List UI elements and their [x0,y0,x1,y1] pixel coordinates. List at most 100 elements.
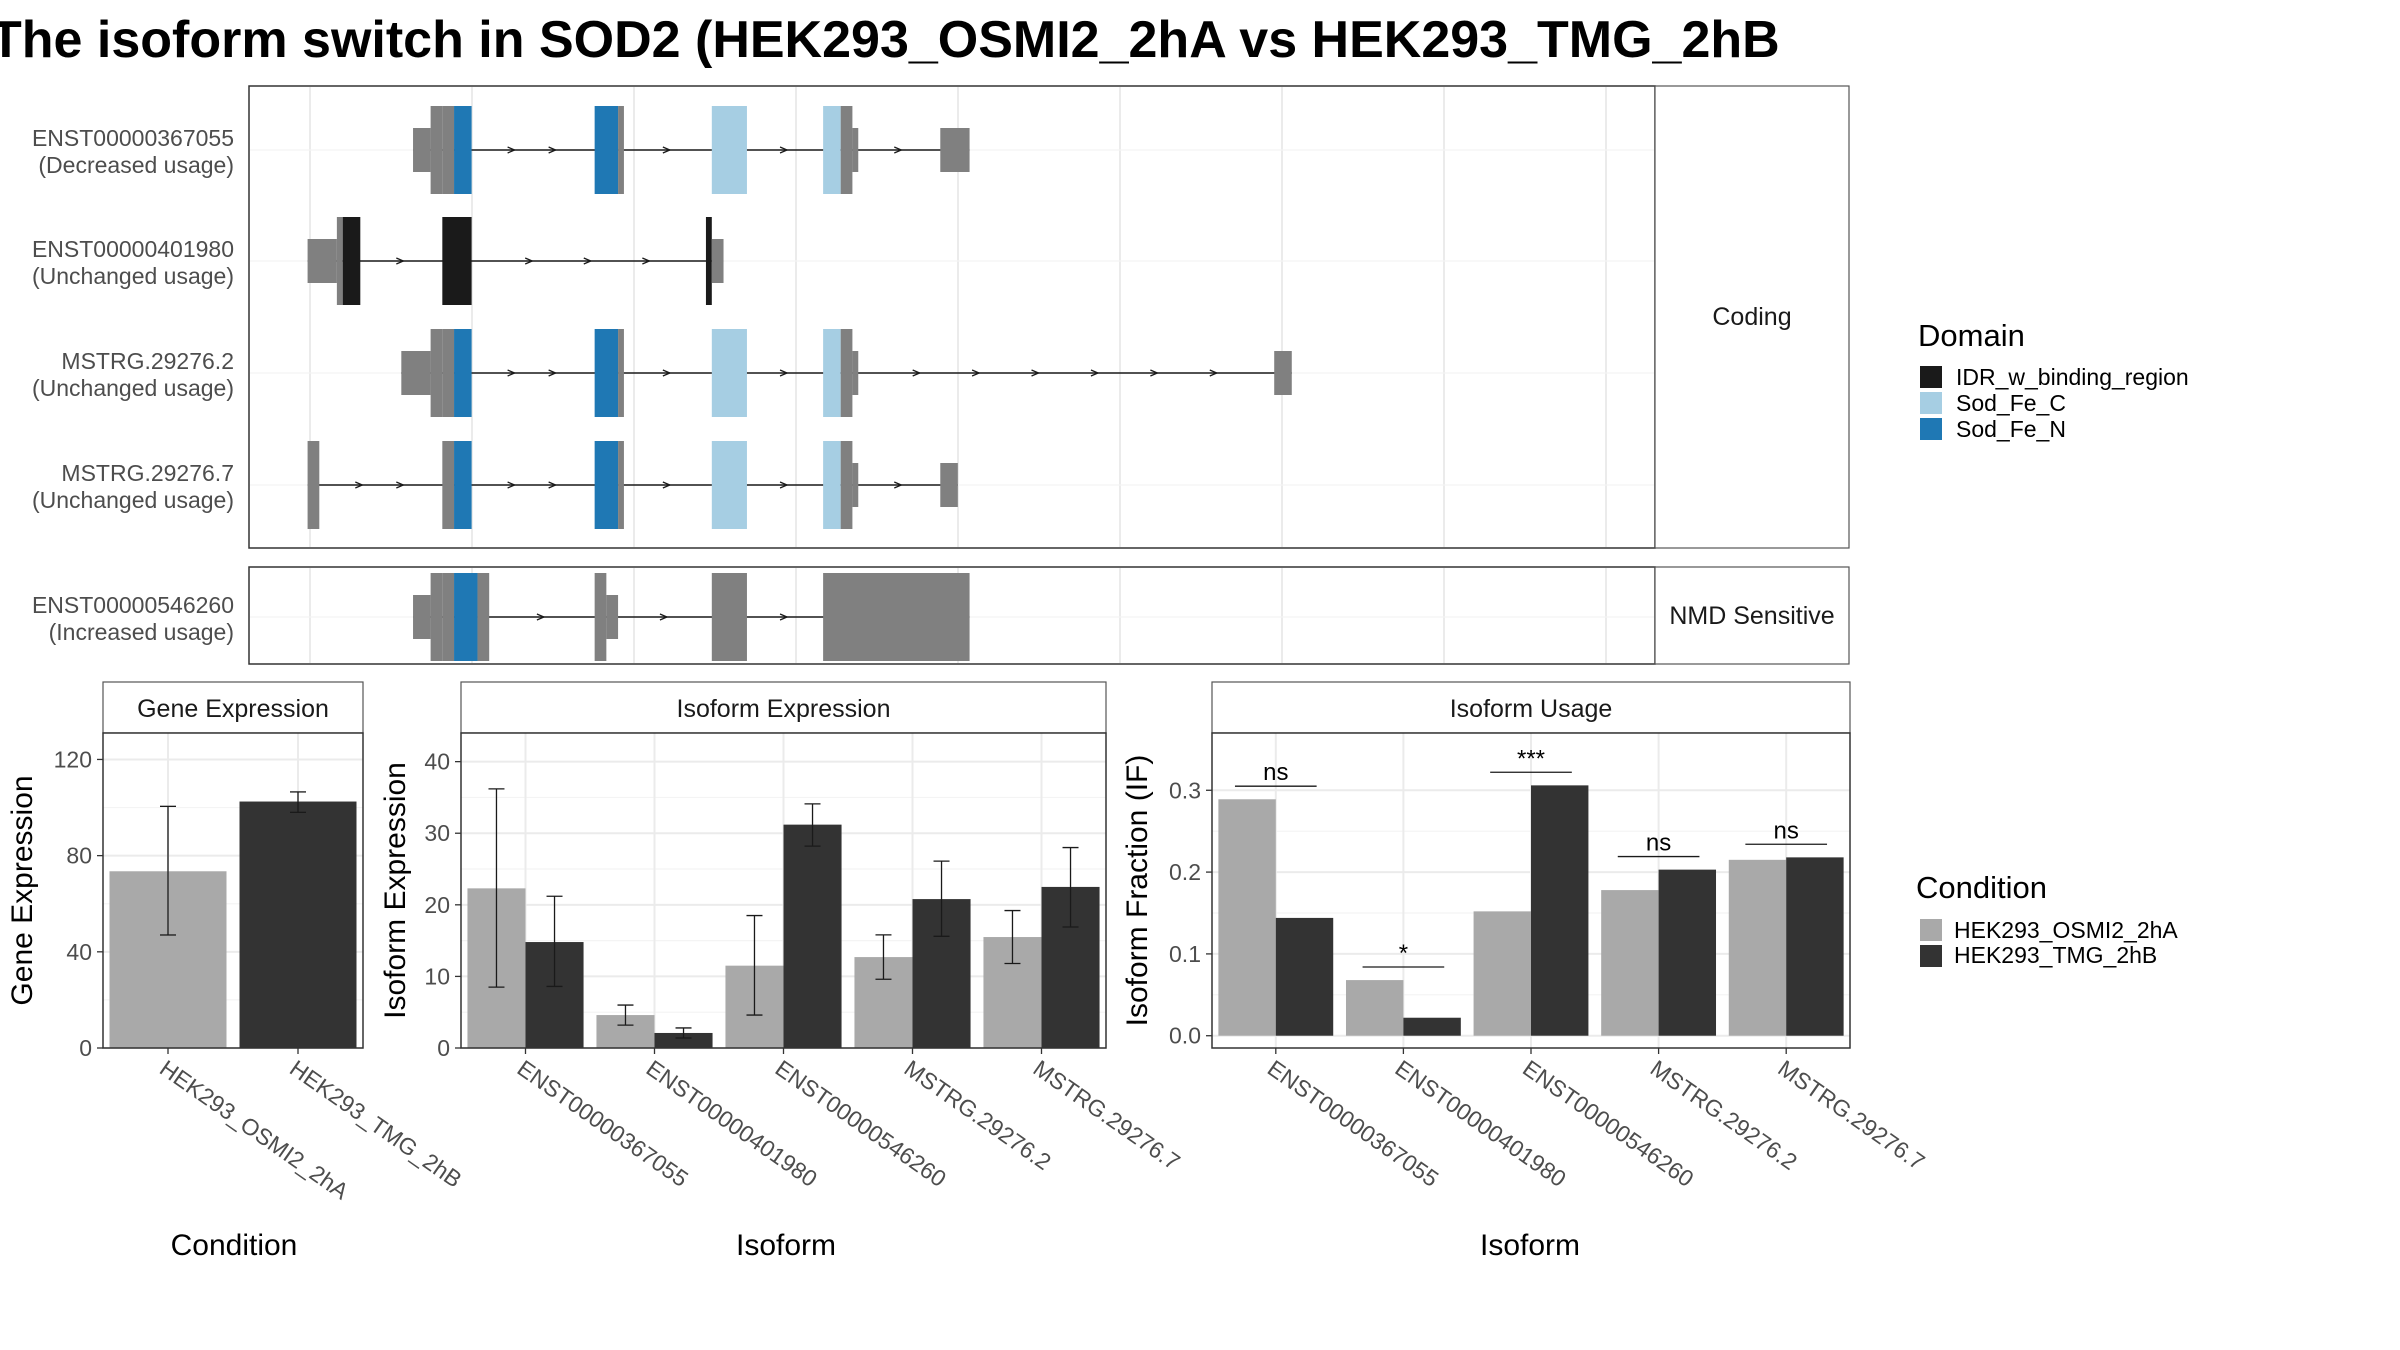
exon-block [430,329,443,417]
transcript-usage-label: (Unchanged usage) [32,487,234,513]
exon-block [442,573,455,661]
significance-label: *** [1517,745,1545,772]
domain-block-sod_fe_n [454,573,478,661]
y-tick-label: 0.0 [1169,1023,1201,1049]
intron-arrow [507,146,517,154]
y-axis-title: Isoform Expression [379,762,412,1019]
exon-block [852,463,859,507]
x-axis-title: Isoform [1480,1229,1580,1262]
y-tick-label: 0.2 [1169,859,1201,885]
intron-arrow [1150,369,1160,377]
chart-strip-title: Isoform Expression [677,695,891,723]
coding-strip-label: Coding [1712,303,1791,331]
intron-arrow [642,257,652,265]
intron-arrow [971,369,981,377]
condition-legend: Condition HEK293_OSMI2_2hA HEK293_TMG_2h… [1916,870,2178,968]
transcript-usage-label: (Decreased usage) [38,152,234,178]
transcript-id-label: ENST00000401980 [32,236,234,262]
intron-arrow [779,481,789,489]
significance-label: ns [1774,817,1799,844]
figure-title: The isoform switch in SOD2 (HEK293_OSMI2… [0,11,1780,69]
intron-arrow [662,146,672,154]
intron-arrow [507,369,517,377]
y-tick-label: 0.3 [1169,777,1201,803]
exon-block [711,239,724,283]
nmd-strip-label: NMD Sensitive [1669,602,1834,630]
transcript-usage-label: (Unchanged usage) [32,263,234,289]
chart-strip-title: Gene Expression [137,695,329,723]
transcript-id-label: MSTRG.29276.7 [61,460,234,486]
bar [1658,869,1717,1036]
bar [654,1032,713,1048]
y-tick-label: 30 [424,820,450,846]
transcript-usage-label: (Unchanged usage) [32,375,234,401]
intron-arrow [524,257,534,265]
domain-block-sod_fe_c [823,329,841,417]
bar [1345,980,1404,1036]
chart-border [102,732,364,1049]
intron-arrow [779,613,789,621]
exon-block [430,573,443,661]
chart-strip [460,681,1107,734]
exon-block [413,595,431,639]
exon-block [618,441,624,529]
exon-block [606,595,619,639]
legend-label-idr: IDR_w_binding_region [1956,364,2189,390]
intron-arrow [536,613,546,621]
exon-block [618,106,624,194]
exon-block [823,573,970,661]
exon-block [307,441,320,529]
intron-arrow [396,257,405,265]
exon-block [442,329,455,417]
transcript-id-label: ENST00000546260 [32,592,234,618]
domain-block-sod_fe_c [711,329,747,417]
x-axis-title: Isoform [736,1229,836,1262]
intron-arrow [548,146,558,154]
exon-block [852,128,859,172]
significance-label: ns [1263,759,1288,786]
legend-key-sod-fe-c [1920,392,1942,414]
legend-key-sod-fe-n [1920,418,1942,440]
domain-block-sod_fe_c [711,106,747,194]
domain-block-idr_w_binding_region [342,217,361,305]
domain-block-sod_fe_n [594,329,619,417]
coding-strip [1654,85,1850,549]
domain-block-idr_w_binding_region [442,217,472,305]
domain-block-sod_fe_n [594,106,619,194]
transcript-usage-label: (Increased usage) [49,619,234,645]
bar [239,801,357,1048]
y-tick-label: 20 [424,892,450,918]
exon-block [840,329,853,417]
domain-block-sod_fe_c [823,106,841,194]
condition-legend-title: Condition [1916,870,2047,905]
exon-block [940,128,970,172]
exon-block [336,217,343,305]
bar [1531,785,1589,1036]
intron-arrow [779,369,789,377]
exon-block [477,573,490,661]
domain-block-sod_fe_c [823,441,841,529]
domain-legend-title: Domain [1918,318,2025,353]
intron-arrow [662,481,672,489]
exon-block [442,106,455,194]
bar [1728,859,1787,1036]
intron-arrow [355,481,364,489]
legend-key-tmg [1920,945,1942,967]
x-axis-title: Condition [171,1229,298,1262]
y-tick-label: 40 [424,749,450,775]
intron-arrow [507,481,517,489]
chart-strip [1211,681,1851,734]
exon-block [413,128,431,172]
exon-block [594,573,607,661]
nmd-strip [1654,566,1850,665]
domain-block-idr_w_binding_region [705,217,712,305]
intron-arrow [1209,369,1219,377]
transcript-id-label: MSTRG.29276.2 [61,348,234,374]
chart-isoform-expression: Isoform Expression010203040ENST000003670… [379,681,1185,1262]
significance-label: ns [1646,830,1671,857]
intron-arrow [548,369,558,377]
bar [1403,1017,1461,1036]
domain-block-sod_fe_c [711,441,747,529]
chart-strip-title: Isoform Usage [1450,695,1613,723]
